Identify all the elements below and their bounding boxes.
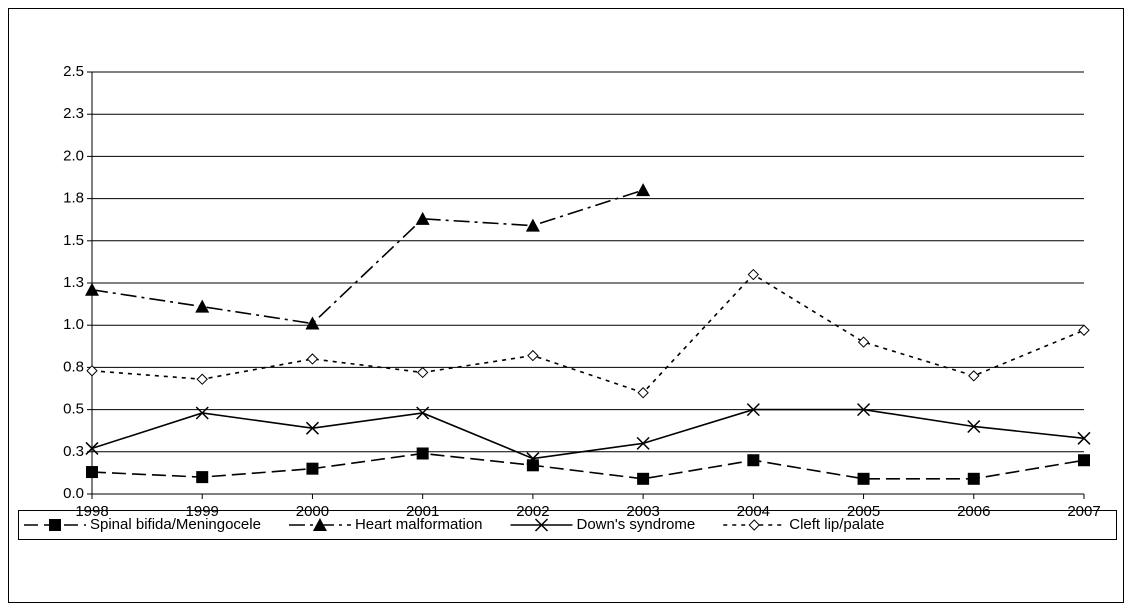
- marker: [416, 447, 429, 460]
- x-tick-label: 2002: [516, 503, 549, 520]
- marker: [195, 299, 210, 313]
- x-tick-label: 2007: [1067, 503, 1100, 520]
- marker: [636, 183, 651, 197]
- x-tick-label: 2003: [626, 503, 659, 520]
- x-tick-label: 2000: [296, 503, 329, 520]
- marker: [525, 218, 540, 232]
- x-tick-label: 2005: [847, 503, 880, 520]
- y-tick-label: 2.0: [63, 147, 84, 164]
- marker: [637, 472, 650, 485]
- marker: [306, 353, 319, 365]
- marker: [306, 462, 319, 475]
- legend-label: Down's syndrome: [577, 516, 696, 533]
- legend-marker: [748, 519, 760, 531]
- marker: [1078, 454, 1090, 467]
- marker: [416, 366, 429, 379]
- marker: [305, 421, 319, 435]
- y-tick-label: 2.5: [63, 63, 84, 80]
- y-tick-label: 1.3: [63, 274, 84, 291]
- marker: [85, 441, 99, 455]
- marker: [746, 403, 760, 417]
- marker: [196, 471, 209, 484]
- y-tick-label: 1.5: [63, 232, 84, 249]
- y-tick-label: 1.0: [63, 316, 84, 333]
- series-line: [91, 408, 1085, 460]
- marker: [86, 466, 98, 479]
- chart-frame: [8, 8, 1124, 603]
- marker: [636, 436, 650, 450]
- legend-marker: [312, 518, 327, 531]
- x-tick-label: 2001: [406, 503, 439, 520]
- marker: [857, 403, 871, 417]
- y-tick-label: 0.0: [63, 485, 84, 502]
- x-tick-label: 1998: [75, 503, 108, 520]
- marker: [86, 365, 98, 377]
- x-tick-label: 1999: [186, 503, 219, 520]
- marker: [857, 336, 870, 348]
- marker: [967, 472, 980, 485]
- series-line: [91, 273, 1085, 394]
- marker: [196, 373, 208, 385]
- marker: [415, 211, 430, 225]
- marker: [416, 406, 430, 420]
- legend-marker: [49, 519, 61, 531]
- y-tick-label: 0.3: [63, 443, 84, 460]
- series-line: [91, 189, 644, 325]
- marker: [526, 452, 540, 466]
- marker: [747, 268, 760, 281]
- marker: [527, 349, 539, 362]
- marker: [195, 406, 209, 420]
- marker: [1078, 324, 1090, 336]
- marker: [526, 459, 539, 472]
- legend-label: Cleft lip/palate: [789, 516, 884, 533]
- x-tick-label: 2004: [737, 503, 770, 520]
- legend-marker: [534, 518, 549, 532]
- x-tick-label: 2006: [957, 503, 990, 520]
- series-line: [91, 452, 1085, 480]
- marker: [637, 387, 649, 399]
- marker: [747, 454, 760, 467]
- legend-label: Heart malformation: [355, 516, 483, 533]
- marker: [857, 472, 870, 485]
- marker: [967, 419, 981, 434]
- y-tick-label: 2.3: [63, 105, 84, 122]
- y-tick-label: 0.8: [63, 358, 84, 375]
- marker: [968, 370, 980, 382]
- marker: [85, 282, 99, 296]
- marker: [1077, 431, 1091, 445]
- y-tick-label: 0.5: [63, 401, 84, 418]
- legend-label: Spinal bifida/Meningocele: [90, 516, 261, 533]
- marker: [305, 316, 320, 330]
- y-tick-label: 1.8: [63, 190, 84, 207]
